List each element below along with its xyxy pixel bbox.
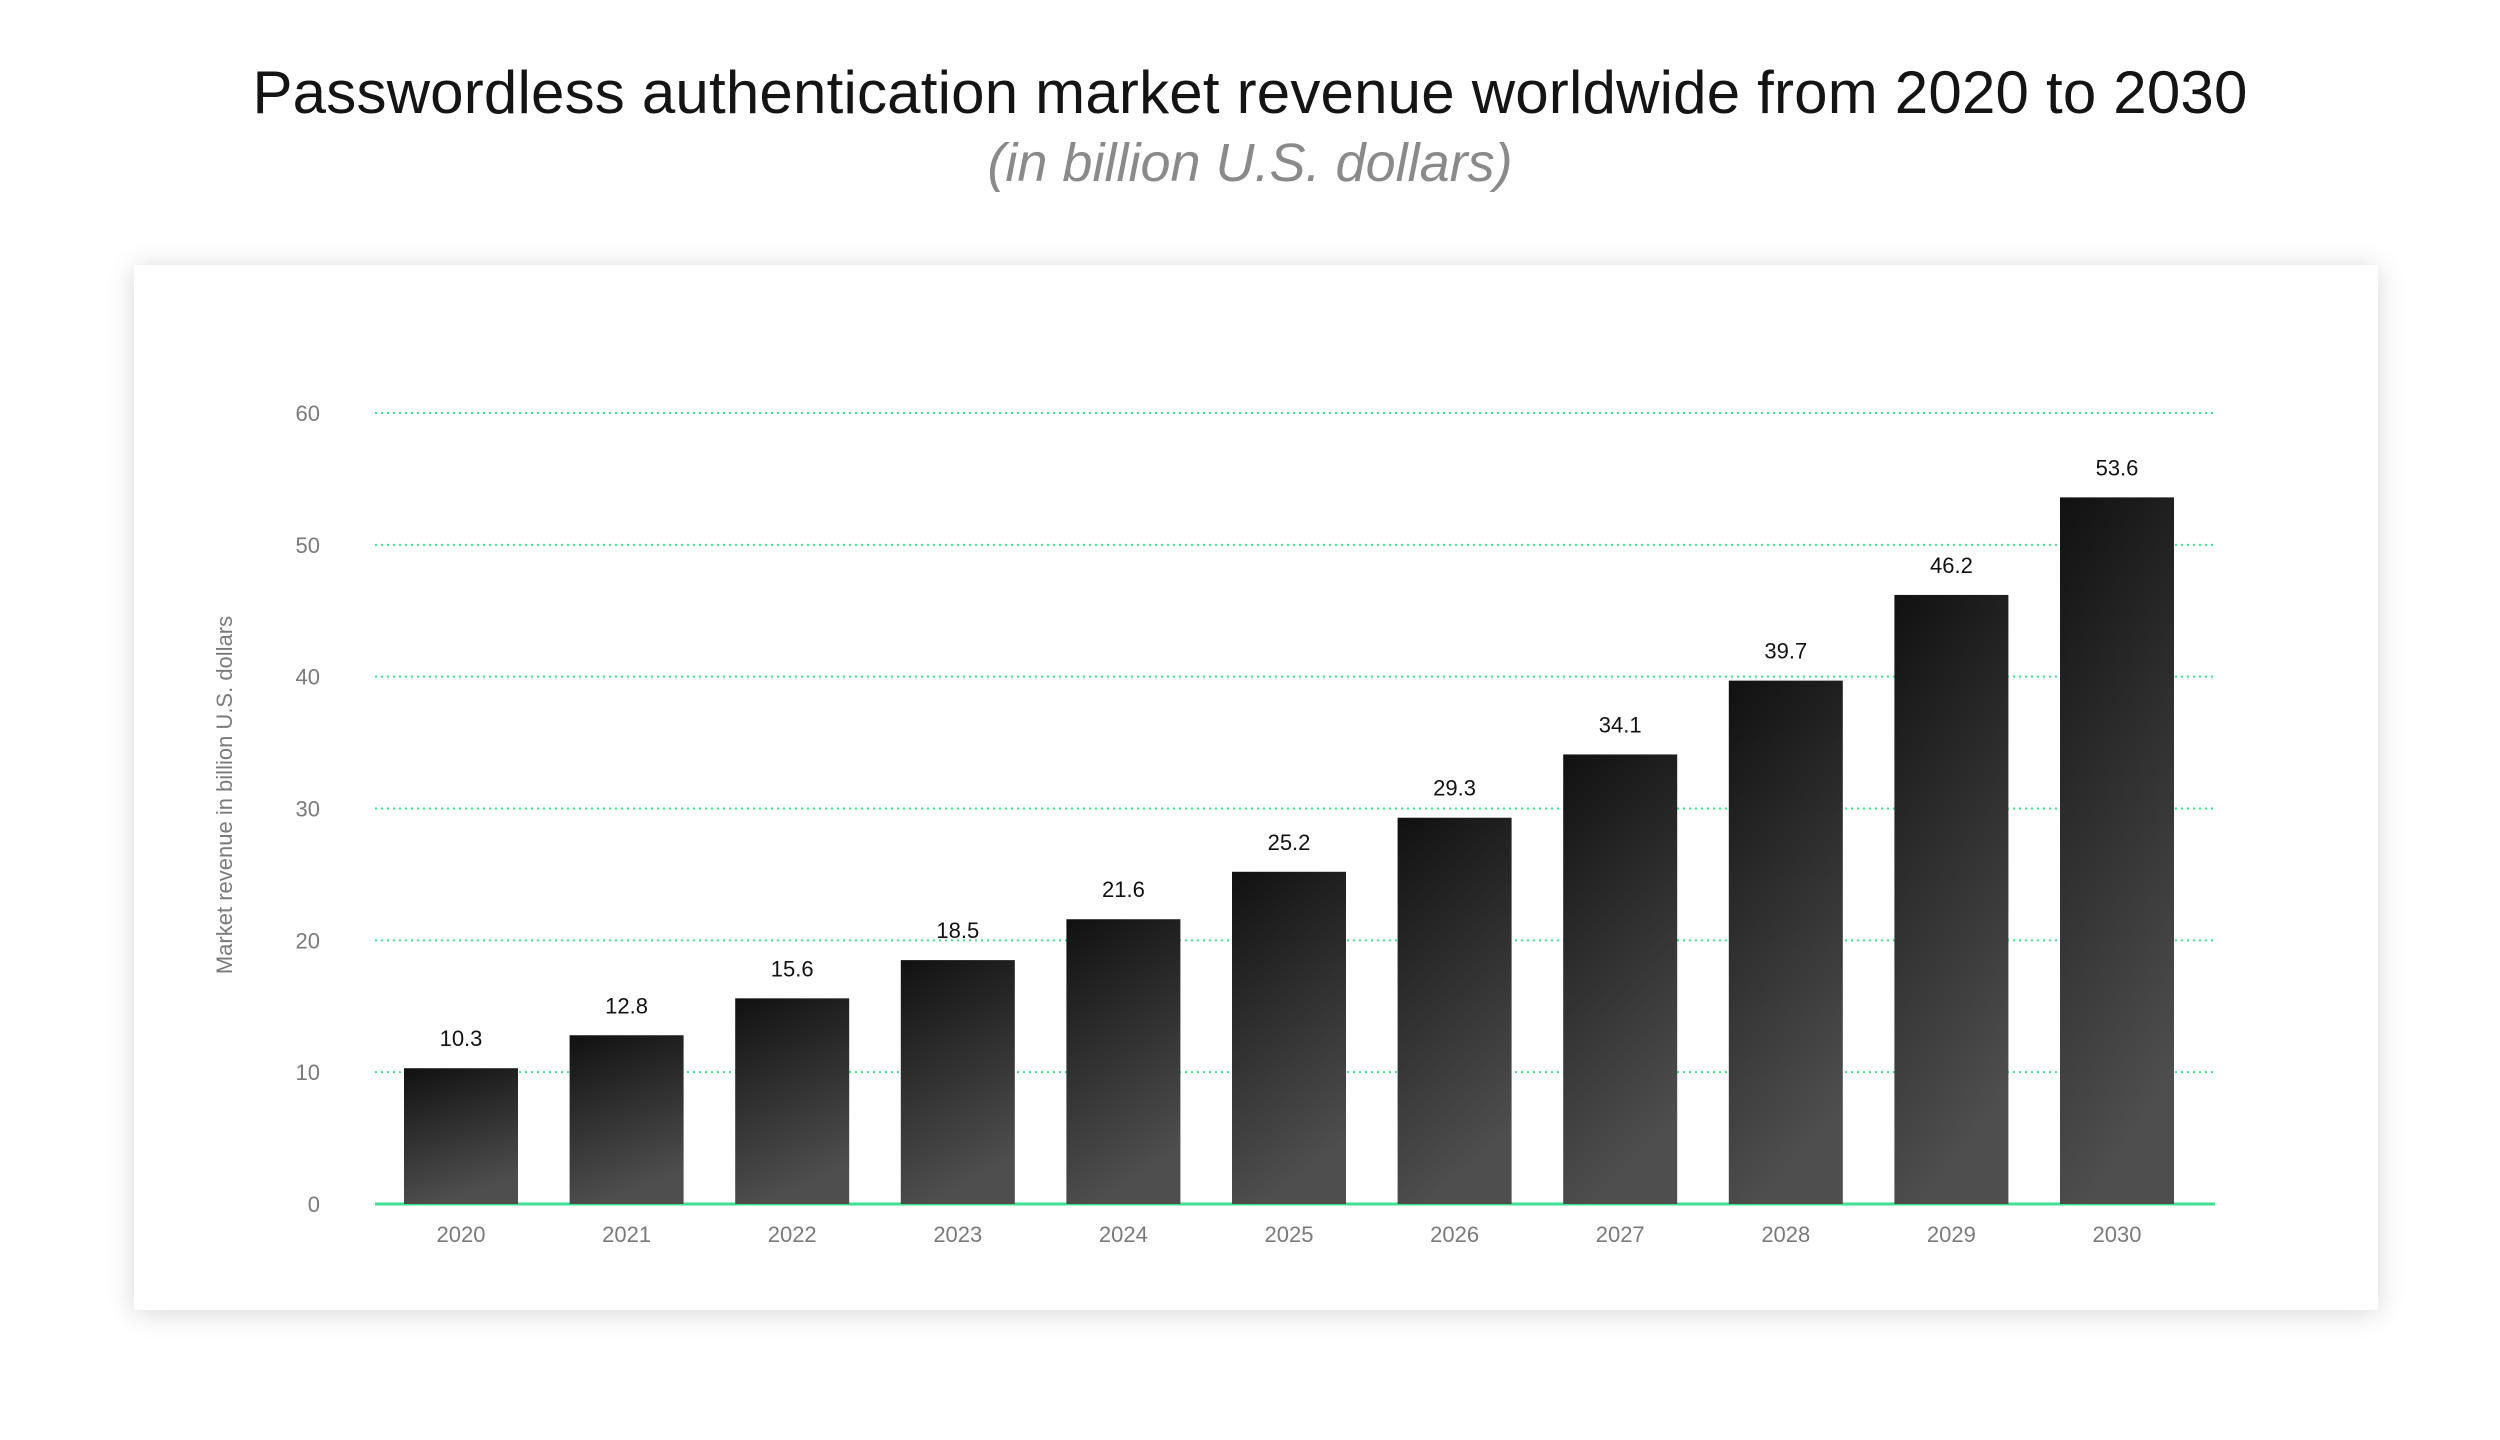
bar — [1232, 871, 1346, 1204]
data-label: 29.3 — [1433, 776, 1476, 801]
bar — [404, 1068, 518, 1204]
chart-subtitle: (in billion U.S. dollars) — [987, 133, 1513, 193]
data-label: 46.2 — [1930, 553, 1973, 578]
data-label: 10.3 — [440, 1026, 483, 1051]
y-axis-label: Market revenue in billion U.S. dollars — [212, 615, 237, 975]
y-tick-label: 40 — [296, 665, 320, 690]
bar — [2060, 497, 2174, 1205]
data-label: 34.1 — [1599, 712, 1642, 737]
x-tick-label: 2030 — [2093, 1222, 2142, 1247]
y-tick-label: 10 — [296, 1060, 320, 1085]
y-tick-label: 50 — [296, 533, 320, 558]
bar — [1894, 594, 2009, 1204]
x-tick-label: 2025 — [1265, 1222, 1314, 1247]
x-tick-label: 2021 — [602, 1222, 651, 1247]
data-label: 53.6 — [2096, 455, 2139, 480]
x-tick-label: 2022 — [768, 1222, 817, 1247]
chart-title: Passwordless authentication market reven… — [252, 59, 2248, 126]
x-tick-label: 2020 — [437, 1222, 486, 1247]
x-tick-label: 2023 — [933, 1222, 982, 1247]
data-label: 12.8 — [605, 993, 648, 1018]
y-tick-label: 60 — [296, 401, 320, 426]
bar — [1728, 680, 1843, 1204]
data-label: 21.6 — [1102, 877, 1145, 902]
x-tick-label: 2028 — [1761, 1222, 1810, 1247]
y-tick-label: 0 — [308, 1192, 320, 1217]
bar — [569, 1035, 684, 1204]
data-label: 39.7 — [1764, 639, 1807, 664]
bar — [1066, 919, 1181, 1204]
x-tick-label: 2024 — [1099, 1222, 1148, 1247]
bar — [1563, 754, 1678, 1204]
x-tick-label: 2027 — [1596, 1222, 1645, 1247]
x-tick-label: 2029 — [1927, 1222, 1976, 1247]
data-label: 25.2 — [1268, 830, 1311, 855]
x-tick-label: 2026 — [1430, 1222, 1479, 1247]
bar — [735, 998, 850, 1204]
data-label: 18.5 — [936, 918, 979, 943]
y-tick-label: 30 — [296, 797, 320, 822]
data-label: 15.6 — [771, 956, 814, 981]
bar — [1397, 817, 1512, 1204]
bar — [900, 960, 1015, 1204]
y-tick-label: 20 — [296, 928, 320, 953]
